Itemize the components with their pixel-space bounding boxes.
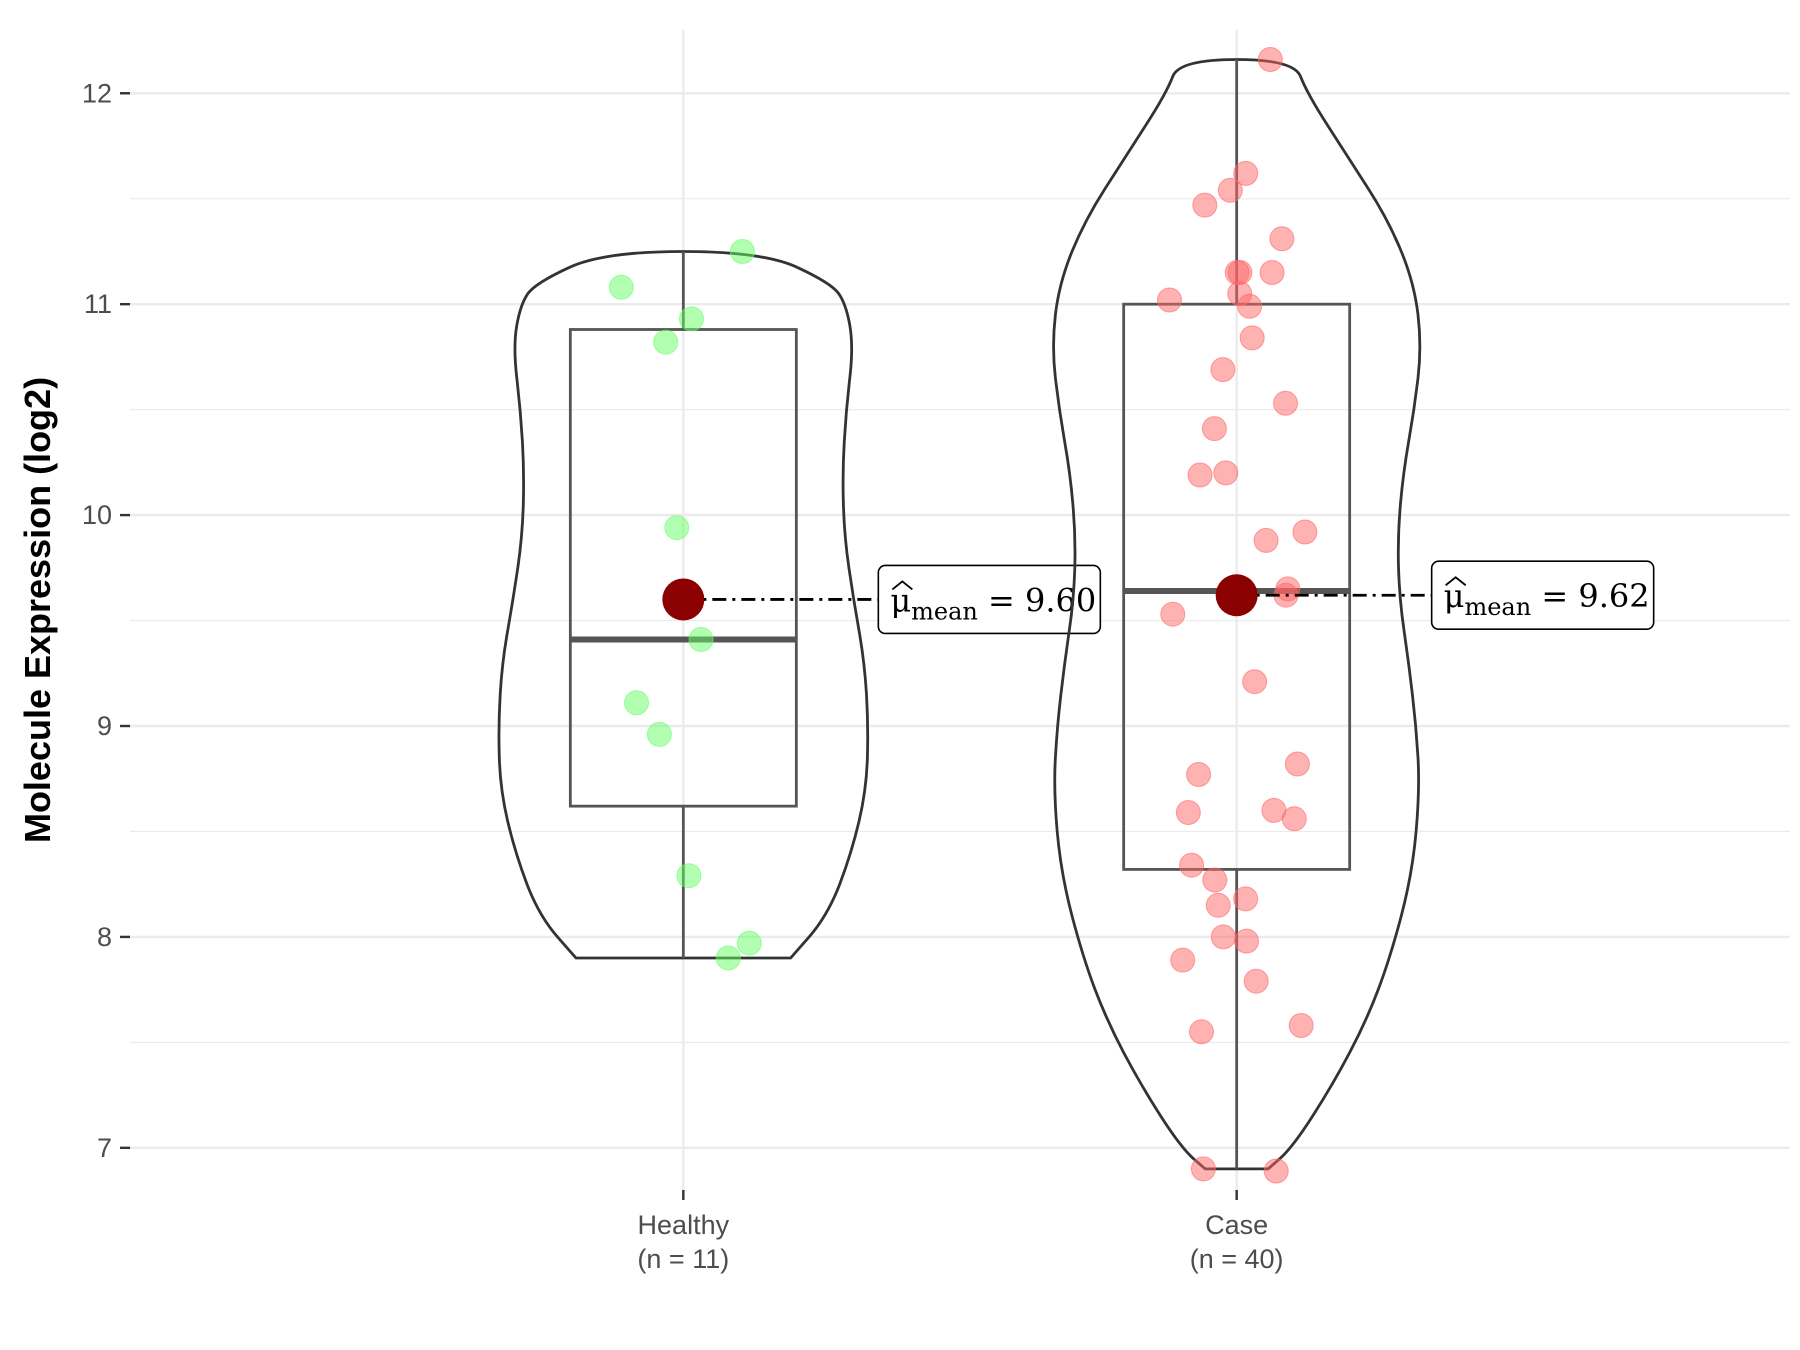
data-point (1190, 1156, 1216, 1182)
data-point (1239, 325, 1265, 351)
data-point (679, 306, 704, 332)
data-point (1175, 800, 1201, 825)
group-0: μmean = 9.60 (497, 239, 1102, 971)
data-point (736, 930, 762, 956)
data-point (729, 239, 755, 264)
x-tick-label: Healthy (638, 1210, 730, 1240)
data-point (1213, 460, 1239, 486)
data-point (1242, 669, 1268, 695)
hat-symbol (1445, 576, 1467, 586)
x-tick-sublabel: (n = 40) (1190, 1244, 1284, 1274)
data-point (676, 863, 702, 889)
mean-label-text: μmean = 9.60 (890, 581, 1096, 625)
iqr-box (568, 328, 798, 808)
data-point (1205, 892, 1231, 918)
data-point (1234, 928, 1259, 954)
data-point (1288, 1013, 1314, 1038)
data-point (1160, 601, 1186, 627)
data-point (1187, 462, 1213, 488)
data-point (1237, 293, 1263, 319)
data-point (1257, 47, 1283, 72)
data-point (1281, 806, 1307, 832)
y-tick-label: 8 (97, 922, 112, 952)
data-point (664, 515, 690, 541)
data-point (646, 721, 672, 747)
mean-label-box (1430, 560, 1655, 631)
data-point (1253, 527, 1279, 553)
data-point (653, 329, 679, 355)
group-1: μmean = 9.62 (1052, 47, 1655, 1184)
data-point (1227, 260, 1253, 285)
data-point (1259, 260, 1285, 285)
data-point (1243, 968, 1269, 994)
y-tick-label: 10 (82, 500, 112, 530)
violin-outline (497, 250, 870, 960)
data-point (624, 690, 649, 716)
mean-label-text: μmean = 9.62 (1444, 577, 1650, 621)
data-point (1179, 852, 1205, 878)
data-point (1210, 924, 1236, 950)
data-point (1210, 357, 1236, 383)
y-tick-label: 9 (97, 711, 112, 741)
data-point (715, 945, 741, 971)
data-point (1284, 751, 1310, 777)
data-point (1292, 519, 1318, 545)
data-point (1186, 762, 1212, 787)
data-point (1273, 390, 1298, 416)
data-point (1263, 1158, 1289, 1184)
y-tick-label: 12 (82, 78, 112, 108)
data-point (1269, 226, 1295, 252)
y-tick-label: 7 (97, 1133, 112, 1163)
data-point (1189, 1019, 1214, 1045)
axes: 7 8 9 10 11 12 Healthy (n = 11) Case (n = 40) (82, 78, 1284, 1274)
x-tick-sublabel: (n = 11) (637, 1244, 729, 1274)
data-point (688, 627, 714, 652)
mean-marker (1215, 574, 1258, 617)
x-tick-label: Case (1205, 1210, 1268, 1240)
data-point (608, 274, 634, 300)
data-point (1192, 192, 1218, 218)
data-point (1157, 287, 1182, 313)
data-point (1202, 867, 1228, 893)
mean-label-box (877, 564, 1102, 635)
data-point (1201, 416, 1227, 442)
groups-layer: μmean = 9.60 μmean = 9.62 (497, 47, 1655, 1184)
mean-marker (662, 578, 705, 621)
hat-symbol (891, 580, 913, 591)
data-point (1170, 947, 1196, 973)
y-tick-label: 11 (84, 289, 112, 319)
data-point (1233, 886, 1259, 912)
y-axis-title: Molecule Expression (log2) (17, 377, 58, 843)
data-point (1233, 160, 1259, 186)
data-point (1217, 177, 1243, 203)
